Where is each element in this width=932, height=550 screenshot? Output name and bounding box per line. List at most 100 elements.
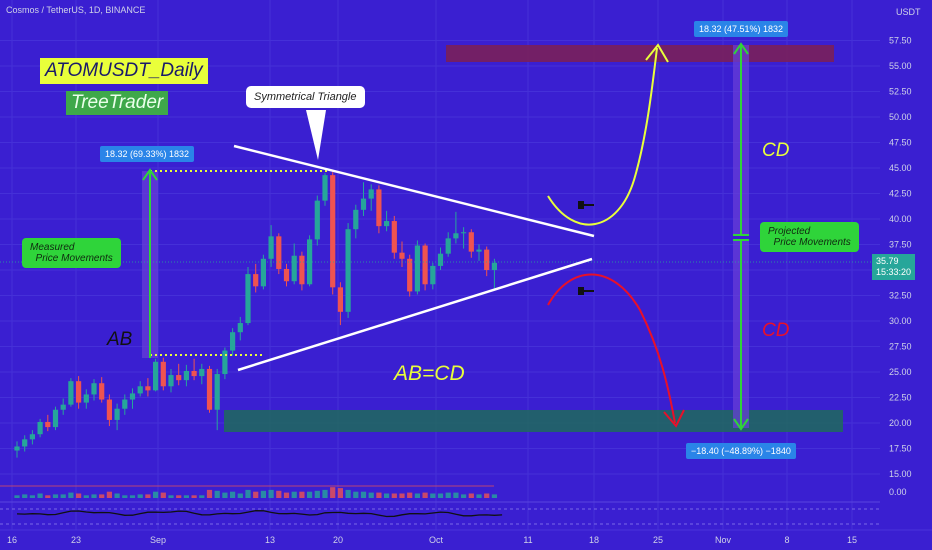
bearish-scenario-arrow[interactable]	[547, 273, 676, 424]
candle-body[interactable]	[106, 399, 112, 420]
candle-body[interactable]	[191, 370, 197, 377]
candle-body[interactable]	[276, 236, 282, 269]
volume-bar	[153, 491, 159, 498]
candle-body[interactable]	[29, 434, 35, 440]
triangle-callout-pointer	[306, 110, 326, 160]
candle-body[interactable]	[114, 408, 120, 420]
candle-body[interactable]	[384, 221, 390, 227]
candle-body[interactable]	[183, 370, 189, 381]
candle-body[interactable]	[76, 381, 82, 403]
candle-body[interactable]	[299, 255, 305, 285]
price-tick-label: 57.50	[889, 36, 912, 46]
candle-body[interactable]	[491, 262, 497, 270]
candle-body[interactable]	[360, 198, 367, 210]
candle-body[interactable]	[99, 383, 105, 400]
volume-bar	[76, 493, 82, 498]
volume-bar	[491, 494, 497, 498]
candle-body[interactable]	[314, 200, 320, 240]
candle-body[interactable]	[83, 394, 89, 403]
bullish-scenario-arrow[interactable]	[547, 47, 658, 226]
candle-body[interactable]	[206, 368, 213, 410]
candle-body[interactable]	[237, 323, 243, 333]
price-tick-label: 47.50	[889, 138, 912, 148]
price-tick-label: 32.50	[889, 291, 912, 301]
volume-bar	[160, 492, 166, 498]
candle-body[interactable]	[399, 252, 405, 259]
candle-body[interactable]	[222, 350, 228, 375]
candle-body[interactable]	[407, 258, 413, 292]
volume-bar	[99, 494, 105, 498]
price-tick-label: 22.50	[889, 393, 912, 403]
candle-body[interactable]	[437, 253, 444, 266]
candle-body[interactable]	[245, 274, 251, 324]
candle-body[interactable]	[129, 393, 136, 400]
candle-body[interactable]	[199, 368, 205, 377]
measure-arrow-ab-head	[142, 168, 158, 181]
candle-body[interactable]	[468, 232, 474, 252]
candle-body[interactable]	[145, 386, 151, 391]
candle-body[interactable]	[14, 446, 20, 451]
candle-body[interactable]	[45, 421, 51, 428]
candle-body[interactable]	[422, 245, 428, 285]
volume-bar	[29, 495, 35, 498]
volume-bar	[206, 489, 213, 498]
candle-body[interactable]	[260, 258, 266, 287]
volume-bar	[399, 493, 405, 498]
volume-bar	[14, 495, 20, 498]
time-axis: 16 23 Sep 13 20 Oct 11 18 25 Nov 8 15	[7, 535, 857, 545]
candle-body[interactable]	[176, 375, 182, 381]
volume-bar	[345, 489, 351, 498]
candle-body[interactable]	[253, 274, 259, 287]
candle-body[interactable]	[153, 361, 159, 391]
candle-body[interactable]	[476, 249, 482, 252]
price-tick-label: 20.00	[889, 418, 912, 428]
title-badge: ATOMUSDT_Daily	[40, 58, 208, 84]
volume-bar	[45, 495, 51, 498]
volume-bar	[337, 488, 343, 498]
candle-body[interactable]	[430, 265, 436, 285]
candle-body[interactable]	[453, 233, 459, 239]
candle-body[interactable]	[345, 229, 351, 312]
candle-body[interactable]	[322, 175, 328, 201]
triangle-upper-line[interactable]	[233, 144, 595, 238]
candle-body[interactable]	[68, 381, 74, 405]
candle-body[interactable]	[214, 374, 220, 410]
candle-body[interactable]	[91, 383, 97, 395]
volume-bar	[322, 489, 328, 498]
candle-body[interactable]	[283, 268, 290, 282]
candle-body[interactable]	[484, 249, 490, 270]
price-tick-label: 37.50	[889, 240, 912, 250]
volume-bar	[407, 492, 413, 498]
candle-body[interactable]	[230, 332, 236, 351]
candle-body[interactable]	[368, 189, 374, 199]
candle-body[interactable]	[353, 209, 359, 230]
candle-body[interactable]	[22, 439, 28, 447]
candle-body[interactable]	[268, 236, 274, 259]
candle-body[interactable]	[330, 175, 336, 288]
volume-bar	[199, 495, 205, 498]
measure-label-down: −18.40 (−48.89%) −1840	[686, 443, 796, 459]
volume-bar	[360, 491, 367, 498]
time-tick-label: 18	[589, 535, 599, 545]
candle-body[interactable]	[461, 232, 467, 234]
candle-body[interactable]	[160, 361, 166, 387]
last-price-tag[interactable]: 35.79 15:33:20	[872, 254, 916, 280]
candle-body[interactable]	[337, 287, 343, 312]
candle-body[interactable]	[168, 375, 174, 387]
candle-body[interactable]	[391, 221, 397, 253]
volume-bar	[114, 493, 120, 498]
candle-body[interactable]	[60, 404, 66, 410]
volume-bar	[137, 494, 143, 498]
cd-up-label: CD	[762, 140, 790, 161]
candle-body[interactable]	[52, 409, 59, 428]
candle-body[interactable]	[445, 238, 451, 254]
candle-body[interactable]	[376, 189, 382, 227]
candle-body[interactable]	[291, 255, 297, 282]
candle-body[interactable]	[137, 386, 143, 394]
candle-body[interactable]	[122, 399, 128, 409]
candle-body[interactable]	[37, 421, 43, 435]
projected-movements-callout: Projected Price Movements	[760, 222, 859, 252]
triangle-lower-line[interactable]	[237, 257, 593, 372]
candle-body[interactable]	[414, 245, 420, 292]
